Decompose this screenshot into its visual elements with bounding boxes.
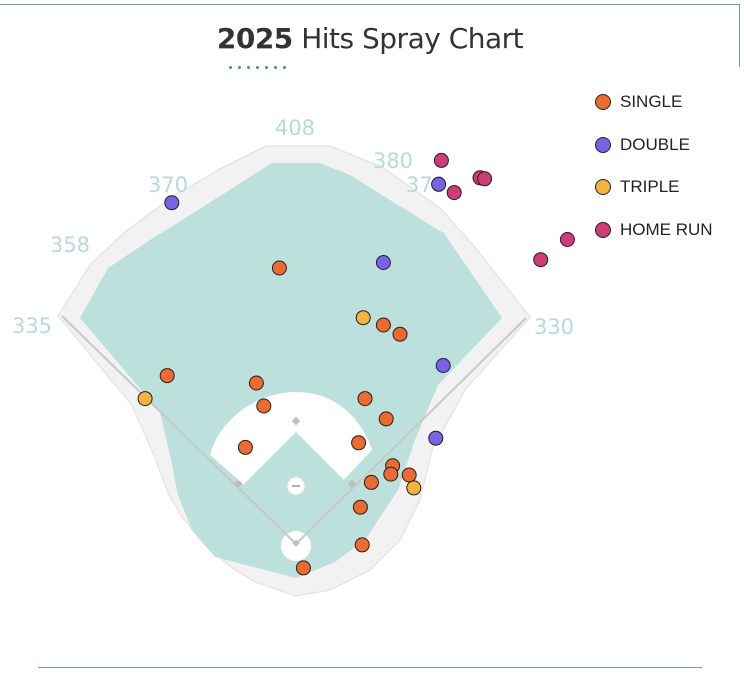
second-base xyxy=(291,416,301,426)
distance-label-left-field: 358 xyxy=(50,233,90,257)
hit-marker-triple-1 xyxy=(137,391,153,407)
frame-bottom-border xyxy=(38,667,702,668)
hit-marker-single-1 xyxy=(271,260,287,276)
legend-label-double: DOUBLE xyxy=(620,134,690,154)
distance-label-right-center: 380 xyxy=(373,149,413,173)
hit-marker-single-5 xyxy=(237,439,253,455)
hit-marker-single-14 xyxy=(363,474,379,490)
legend-item-single: SINGLE xyxy=(595,90,713,133)
legend-dot-single xyxy=(595,94,611,110)
chart-title-year: 2025 xyxy=(216,22,293,55)
legend-item-double: DOUBLE xyxy=(595,133,713,176)
legend: SINGLE DOUBLE TRIPLE HOME RUN xyxy=(595,90,713,260)
third-base xyxy=(233,479,243,489)
hit-marker-double-5 xyxy=(428,430,444,446)
legend-label-home-run: HOME RUN xyxy=(620,219,713,239)
hit-marker-single-7 xyxy=(357,391,373,407)
frame-top-border xyxy=(0,4,739,5)
hit-marker-home-run-6 xyxy=(559,232,575,247)
hit-marker-single-10 xyxy=(378,411,394,427)
right-foul-line xyxy=(295,317,527,545)
hit-marker-single-4 xyxy=(256,398,272,414)
hit-marker-single-12 xyxy=(383,466,399,482)
hit-marker-single-17 xyxy=(295,560,311,576)
hit-marker-single-2 xyxy=(159,368,175,384)
hit-marker-single-16 xyxy=(354,537,370,553)
hit-marker-home-run-5 xyxy=(533,252,549,268)
hit-marker-home-run-3 xyxy=(477,171,493,187)
first-base xyxy=(347,479,357,489)
hit-marker-double-1 xyxy=(164,195,180,211)
legend-dot-triple xyxy=(595,179,611,195)
hit-marker-single-8 xyxy=(375,317,391,333)
chart-title-text: Hits Spray Chart xyxy=(301,22,524,55)
hit-marker-single-3 xyxy=(248,375,264,391)
hit-marker-single-15 xyxy=(352,499,368,515)
distance-label-center: 408 xyxy=(275,116,315,140)
legend-label-single: SINGLE xyxy=(620,92,683,111)
legend-item-home-run: HOME RUN xyxy=(595,218,713,261)
hit-marker-double-3 xyxy=(431,176,447,192)
legend-label-triple: TRIPLE xyxy=(620,177,680,196)
hit-marker-triple-3 xyxy=(406,480,422,496)
distance-label-left-center: 370 xyxy=(148,173,188,197)
chart-title: 2025 Hits Spray Chart xyxy=(0,22,740,55)
left-foul-line xyxy=(61,315,297,545)
hit-marker-single-13 xyxy=(401,467,417,483)
hit-marker-single-6 xyxy=(351,435,367,451)
hit-marker-triple-2 xyxy=(355,310,371,326)
hit-marker-single-9 xyxy=(392,326,408,342)
distance-label-right-line: 330 xyxy=(534,315,574,339)
legend-dot-home-run xyxy=(595,221,611,238)
hit-marker-double-4 xyxy=(435,358,451,373)
hit-markers xyxy=(137,152,575,576)
legend-dot-double xyxy=(595,136,611,153)
home-plate xyxy=(292,539,300,547)
legend-item-triple: TRIPLE xyxy=(595,175,713,218)
frame-right-border xyxy=(739,4,740,67)
hit-marker-home-run-1 xyxy=(433,152,449,168)
hit-marker-double-2 xyxy=(375,255,391,270)
distance-label-left-line: 335 xyxy=(12,314,52,338)
title-underline-dots xyxy=(229,66,297,70)
hit-marker-home-run-4 xyxy=(446,185,462,201)
